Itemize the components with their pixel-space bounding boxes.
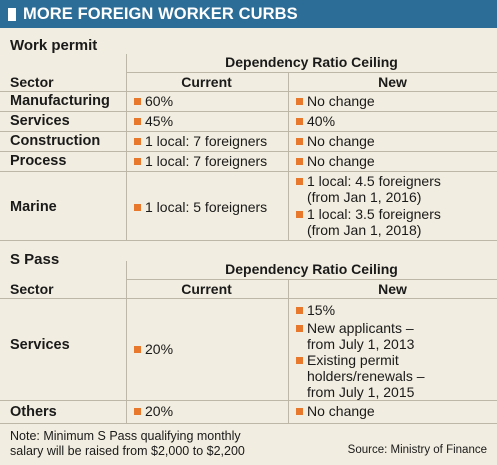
divider [0,111,497,112]
table-cell-new: 40% [296,113,335,129]
divider [0,131,497,132]
banner-square-icon [8,7,16,21]
s-pass-new-header: New [378,281,407,297]
bullet-icon [296,408,303,415]
table-cell-new: No change [296,153,375,169]
table-row-sector: Marine [10,199,57,215]
s-pass-group-header: Dependency Ratio Ceiling [225,261,398,277]
table-cell-new: No change [296,403,375,419]
divider [126,261,127,423]
bullet-icon [296,118,303,125]
bullet-icon [134,158,141,165]
work-permit-new-header: New [378,74,407,90]
divider [0,423,497,424]
work-permit-sector-header: Sector [10,74,54,90]
bullet-icon [134,118,141,125]
table-cell-new: 15% [296,302,335,318]
bullet-icon [134,346,141,353]
work-permit-title: Work permit [10,37,98,54]
bullet-icon [134,204,141,211]
table-cell-new: 1 local: 4.5 foreigners (from Jan 1, 2016… [296,173,441,205]
divider [288,280,289,423]
table-cell-current: 20% [134,403,173,419]
bullet-icon [296,98,303,105]
bullet-icon [134,138,141,145]
table-cell-new: No change [296,93,375,109]
divider [126,72,497,73]
table-cell-current: 1 local: 7 foreigners [134,153,267,169]
divider [288,73,289,240]
divider [0,91,497,92]
table-cell-current: 1 local: 7 foreigners [134,133,267,149]
s-pass-current-header: Current [181,281,232,297]
bullet-icon [296,178,303,185]
table-cell-new: New applicants – from July 1, 2013 [296,320,414,352]
bullet-icon [134,408,141,415]
bullet-icon [296,211,303,218]
divider [0,400,497,401]
page-title: MORE FOREIGN WORKER CURBS [23,4,298,23]
table-cell-current: 45% [134,113,173,129]
divider [126,54,127,240]
divider [0,151,497,152]
footnote: Note: Minimum S Pass qualifying monthly s… [10,429,245,458]
bullet-icon [296,307,303,314]
table-cell-new: Existing permit holders/renewals – from Ju… [296,352,425,400]
bullet-icon [296,138,303,145]
bullet-icon [296,158,303,165]
table-cell-current: 60% [134,93,173,109]
s-pass-title: S Pass [10,251,60,268]
work-permit-group-header: Dependency Ratio Ceiling [225,54,398,70]
divider [126,279,497,280]
bullet-icon [134,98,141,105]
table-row-sector: Services [10,337,70,353]
table-cell-current: 20% [134,341,173,357]
divider [0,240,497,241]
source-credit: Source: Ministry of Finance [347,444,487,456]
bullet-icon [296,357,303,364]
table-row-sector: Manufacturing [10,93,110,109]
divider [0,298,497,299]
table-cell-current: 1 local: 5 foreigners [134,199,267,215]
table-row-sector: Process [10,153,67,169]
table-row-sector: Services [10,113,70,129]
bullet-icon [296,325,303,332]
table-cell-new: 1 local: 3.5 foreigners (from Jan 1, 2018… [296,206,441,238]
table-row-sector: Others [10,404,57,420]
work-permit-current-header: Current [181,74,232,90]
table-cell-new: No change [296,133,375,149]
table-row-sector: Construction [10,133,101,149]
divider [0,171,497,172]
header-banner: MORE FOREIGN WORKER CURBS [0,0,497,28]
s-pass-sector-header: Sector [10,281,54,297]
